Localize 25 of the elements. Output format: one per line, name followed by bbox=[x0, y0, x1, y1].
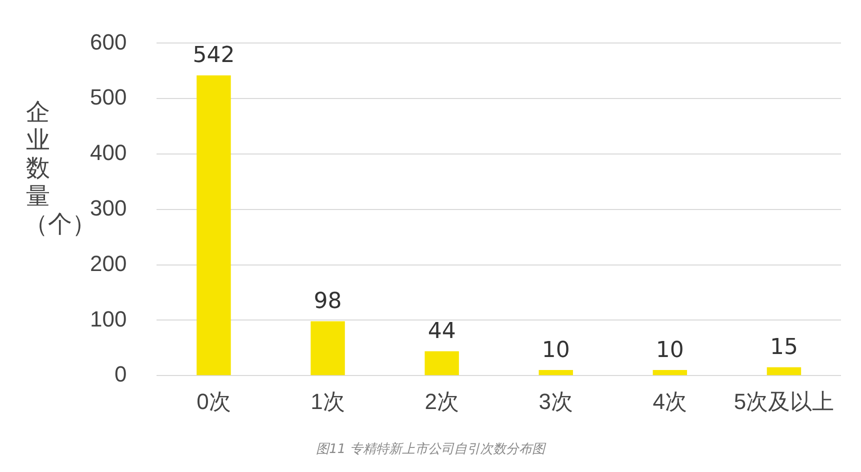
x-tick-label: 3次 bbox=[538, 388, 574, 414]
y-tick-label: 600 bbox=[90, 29, 127, 54]
bar bbox=[310, 321, 345, 376]
bar bbox=[538, 370, 573, 376]
x-tick-label: 0次 bbox=[196, 388, 231, 414]
data-label: 10 bbox=[656, 338, 684, 363]
y-tick-label: 200 bbox=[90, 250, 127, 276]
bar bbox=[424, 351, 459, 376]
x-tick-label: 2次 bbox=[424, 388, 459, 414]
bar bbox=[196, 75, 231, 376]
y-tick-label: 400 bbox=[90, 140, 127, 166]
caption: 图11 专精特新上市公司自引次数分布图 bbox=[315, 441, 548, 458]
x-tick-label: 5次及以上 bbox=[734, 388, 834, 414]
data-label: 15 bbox=[770, 335, 798, 360]
y-tick-label: 0 bbox=[114, 362, 127, 387]
data-label: 98 bbox=[314, 289, 342, 314]
bar bbox=[652, 370, 688, 376]
y-tick-label: 100 bbox=[90, 306, 127, 332]
data-label: 44 bbox=[428, 318, 456, 344]
x-tick-label: 4次 bbox=[652, 388, 688, 414]
y-tick-label: 500 bbox=[90, 84, 127, 110]
data-label: 10 bbox=[542, 338, 570, 363]
bar bbox=[766, 367, 802, 376]
x-tick-label: 1次 bbox=[310, 388, 345, 414]
data-label: 542 bbox=[192, 43, 235, 68]
